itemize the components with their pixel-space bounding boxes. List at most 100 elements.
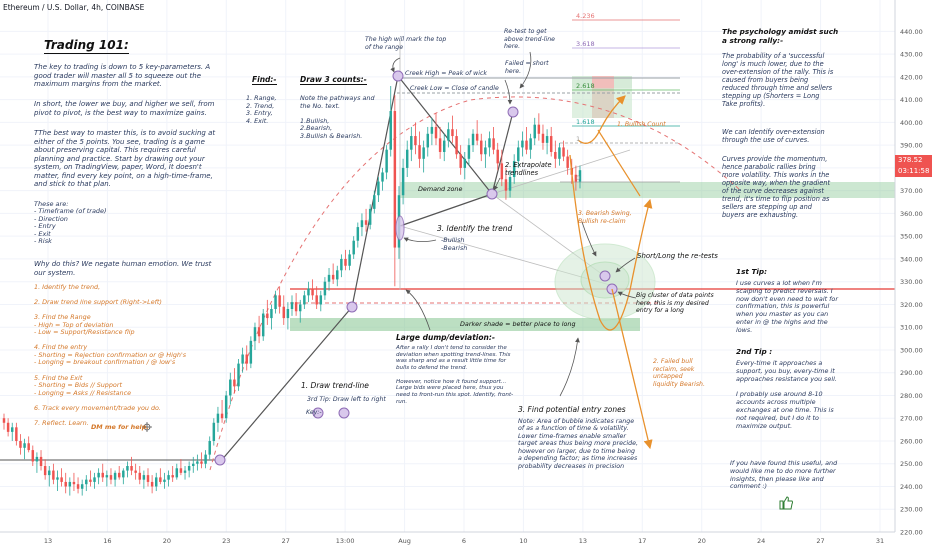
candle-body [488,138,491,148]
x-tick-label: 6 [462,537,466,545]
draw3-text: Note the pathways and the No. text. 1.Bu… [300,94,375,140]
candle-body [130,466,133,471]
candle-body [23,443,26,448]
candle-body [348,254,351,266]
y-tick-label: 440.00 [900,28,923,36]
candle-body [467,145,471,159]
parabolic-arc [209,96,741,471]
candle-body [229,379,232,396]
trendline-demand [399,193,493,227]
tip1-text: I use curves a lot when I'm scalping to … [736,279,838,334]
arrow-large-dump [405,289,431,331]
find-entry-text: Note: Area of bubble indicates range of … [518,418,639,470]
candle-body [35,456,39,462]
candlestick-series [2,85,582,496]
candle-body [294,302,298,312]
candle-body [410,136,413,150]
candle-body [85,479,88,485]
candle-body [496,149,499,164]
candle-body [537,124,541,134]
candle-body [356,227,360,241]
candle-body [93,477,96,482]
arrow-short-long [615,257,636,273]
y-tick-label: 260.00 [900,437,923,445]
candle-body [146,475,150,482]
candle-body [545,136,549,143]
candle-body [6,422,10,432]
candle-body [60,477,63,482]
candle-body [286,308,290,319]
candle-body [344,258,347,266]
candle-body [249,340,253,364]
candle-body [442,140,446,152]
candle-body [554,151,557,159]
y-tick-label: 400.00 [900,119,923,127]
symbol-title[interactable]: Ethereum / U.S. Dollar, 4h, COINBASE [3,3,145,12]
tip3-note: 3rd Tip: Draw left to right [307,396,386,403]
candle-body [447,129,450,141]
x-tick-label: 17 [638,537,646,545]
failed-bull-note: 2. Failed bull reclaim, seek untapped li… [653,358,705,388]
short-long-note: Short/Long the re-tests [637,252,718,260]
candle-body [224,395,228,419]
candle-body [134,470,137,473]
y-tick-label: 390.00 [900,142,923,150]
darker-shade-note: Darker shade = better place to long [460,320,576,328]
candle-body [311,288,314,296]
candle-body [257,327,261,337]
candle-body [426,133,430,148]
deviation-wick-highlight [395,215,405,241]
tip2-text: Every-time it approaches a support, you … [736,359,837,430]
psych-p2: We can Identify over-extension through t… [722,128,825,145]
darker-shade-band [290,318,640,331]
steps-text: 1. Identify the trend, 2. Draw trend lin… [34,283,187,427]
pivot-circle-d [486,188,498,200]
fib-labels: 4.236 3.618 2.618 1.618 1 0 [576,12,595,182]
pivot-circle-c [392,70,404,82]
large-dump-title: Large dump/deviation:- [396,333,495,342]
candle-body [517,147,520,162]
y-tick-label: 360.00 [900,210,923,218]
candle-body [204,454,207,464]
candle-body [533,124,536,139]
candle-body [159,477,162,482]
candle-body [405,149,409,168]
fib-label: 3.618 [576,40,595,48]
candle-body [241,354,244,364]
candle-body [154,477,158,487]
candle-body [368,208,372,225]
candle-body [558,147,561,159]
candle-body [72,481,76,485]
candle-body [381,172,384,182]
intro-text: The key to trading is down to 5 key-para… [34,63,211,89]
trendline-down [397,75,493,195]
dm-text[interactable]: DM me for help. [91,423,149,431]
y-tick-label: 220.00 [900,529,923,537]
candle-body [163,479,166,482]
candle-body [43,466,47,476]
candle-body [422,147,425,159]
candle-body [220,413,224,419]
psych-title: The psychology amidst such a strong rall… [722,27,839,45]
candle-body [80,484,84,489]
candle-body [578,170,582,182]
candle-body [373,195,376,209]
arrow-big-cluster [617,291,637,299]
failed-short-note: Failed = short here. [505,60,549,75]
pivot-circle-b [346,301,358,313]
y-tick-label: 430.00 [900,51,923,59]
candle-body [475,133,479,141]
x-tick-label: Aug [398,537,411,545]
y-tick-label: 270.00 [900,415,923,423]
candle-body [15,427,18,441]
x-tick-label: 27 [282,537,290,545]
find-entry-title: 3. Find potential entry zones [518,405,626,414]
candle-body [434,126,438,139]
candle-body [340,258,343,271]
candle-body [89,479,92,482]
bullish-count-path [577,95,626,144]
x-tick-label: 13:00 [336,537,355,545]
best-way-text: TThe best way to master this, is to avoi… [34,129,216,189]
x-tick-label: 20 [163,537,171,545]
candle-body [179,468,183,473]
